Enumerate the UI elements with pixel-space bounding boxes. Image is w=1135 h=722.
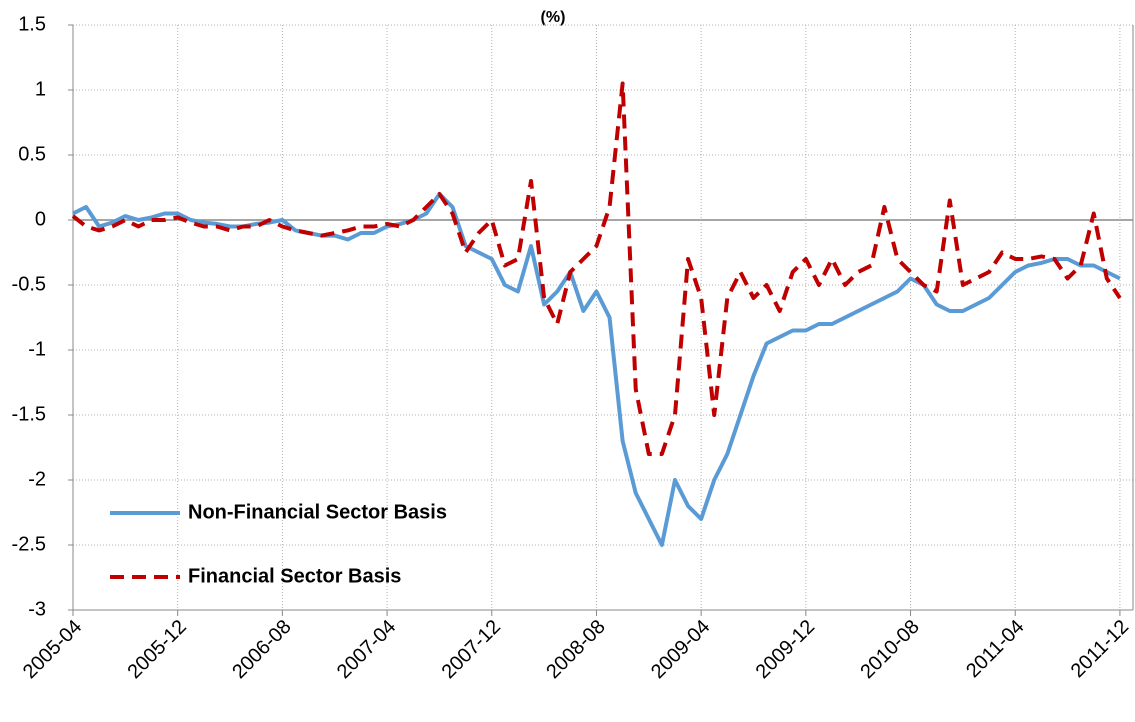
x-tick-label: 2008-08 bbox=[542, 616, 609, 683]
y-tick-label: -2 bbox=[28, 468, 46, 490]
x-tick-label: 2007-04 bbox=[333, 616, 400, 683]
x-tick-label: 2009-04 bbox=[647, 616, 714, 683]
y-tick-label: -1.5 bbox=[12, 403, 46, 425]
x-tick-label: 2009-12 bbox=[752, 616, 819, 683]
x-tick-label: 2005-04 bbox=[19, 616, 86, 683]
y-tick-label: 0 bbox=[35, 208, 46, 230]
x-tick-label: 2007-12 bbox=[438, 616, 505, 683]
y-tick-label: -0.5 bbox=[12, 273, 46, 295]
legend-label: Non-Financial Sector Basis bbox=[188, 501, 447, 523]
series-line bbox=[71, 81, 1122, 456]
y-tick-label: 1 bbox=[35, 78, 46, 100]
y-tick-label: -1 bbox=[28, 338, 46, 360]
y-tick-label: -3 bbox=[28, 598, 46, 620]
chart-title: (%) bbox=[541, 9, 566, 26]
x-tick-label: 2011-12 bbox=[1067, 616, 1133, 682]
y-tick-label: 0.5 bbox=[18, 143, 46, 165]
x-tick-label: 2005-12 bbox=[123, 616, 190, 683]
y-tick-label: -2.5 bbox=[12, 533, 46, 555]
legend-label: Financial Sector Basis bbox=[188, 565, 401, 587]
x-tick-label: 2011-04 bbox=[962, 616, 1028, 682]
y-tick-label: 1.5 bbox=[18, 13, 46, 35]
x-tick-label: 2006-08 bbox=[228, 616, 295, 683]
x-tick-label: 2010-08 bbox=[856, 616, 923, 683]
